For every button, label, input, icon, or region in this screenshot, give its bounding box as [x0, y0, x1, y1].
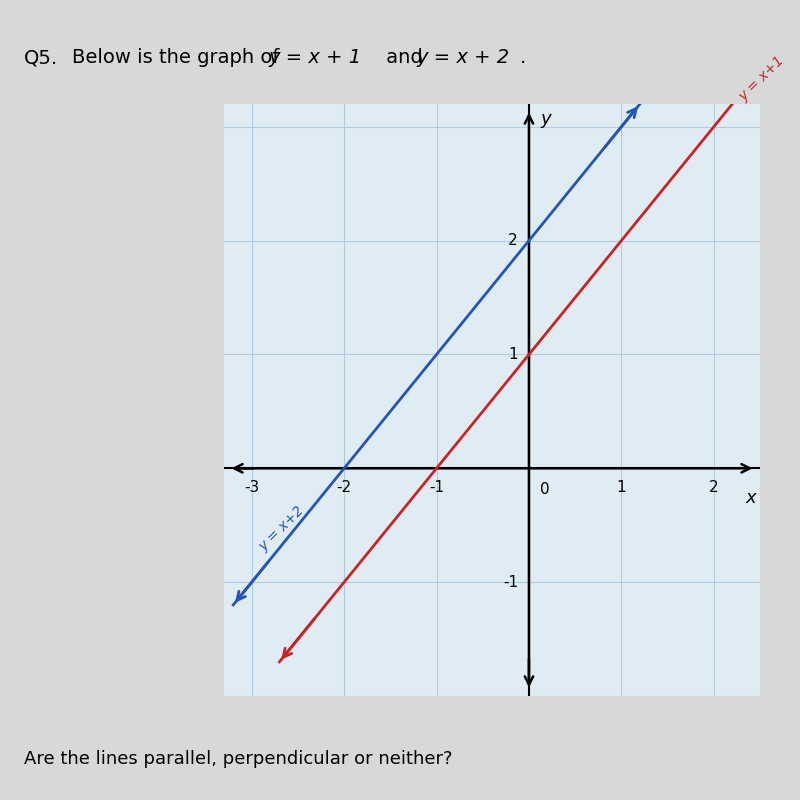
Text: .: . [520, 48, 526, 67]
Text: 2: 2 [709, 480, 718, 494]
Text: -1: -1 [429, 480, 444, 494]
Text: 0: 0 [540, 482, 550, 497]
Text: Q5.: Q5. [24, 48, 58, 67]
Text: 1: 1 [617, 480, 626, 494]
Text: and: and [380, 48, 429, 67]
Text: 2: 2 [508, 233, 518, 248]
Text: y = x+2: y = x+2 [256, 503, 307, 554]
Text: y = x + 1: y = x + 1 [268, 48, 361, 67]
Text: -3: -3 [244, 480, 259, 494]
Text: 1: 1 [508, 347, 518, 362]
Text: -2: -2 [337, 480, 352, 494]
Text: x: x [746, 489, 756, 507]
Text: -1: -1 [502, 574, 518, 590]
Text: Below is the graph of: Below is the graph of [72, 48, 286, 67]
Text: y = x + 2: y = x + 2 [416, 48, 509, 67]
Text: y: y [540, 110, 550, 128]
Text: Are the lines parallel, perpendicular or neither?: Are the lines parallel, perpendicular or… [24, 750, 453, 768]
Text: y = x+1: y = x+1 [737, 54, 787, 104]
